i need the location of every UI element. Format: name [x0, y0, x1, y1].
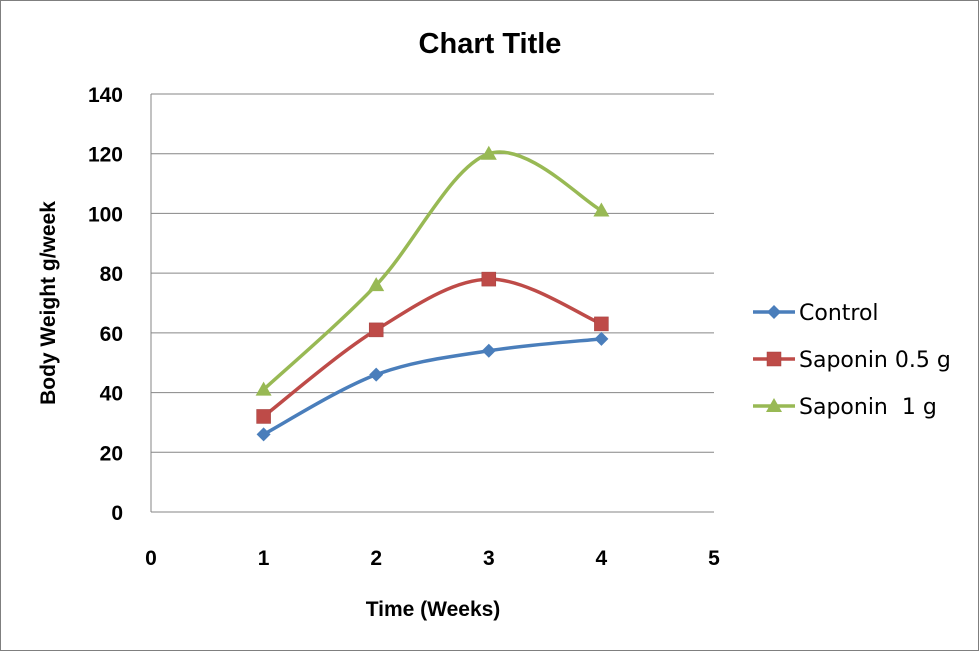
legend-label: Saponin 1 g — [799, 395, 937, 420]
data-point — [256, 409, 271, 424]
data-point — [481, 271, 497, 287]
legend-marker — [767, 305, 781, 319]
data-point — [368, 277, 385, 292]
x-tick-label: 5 — [708, 547, 720, 570]
x-tick-label: 1 — [258, 547, 270, 570]
y-tick-label: 20 — [100, 442, 123, 465]
x-tick-label: 2 — [370, 547, 382, 570]
y-tick-label: 60 — [100, 323, 123, 346]
legend[interactable]: Control Saponin 0.5 g Saponin 1 g — [753, 301, 951, 420]
x-tick-label: 0 — [145, 547, 157, 570]
x-tick-label: 4 — [596, 547, 608, 570]
legend-label: Control — [799, 301, 879, 326]
y-axis-label: Body Weight g/week — [37, 201, 60, 405]
x-axis-label: Time (Weeks) — [366, 598, 501, 621]
data-point — [593, 202, 610, 217]
series-3 — [255, 145, 610, 396]
data-point — [594, 316, 609, 332]
series-line — [261, 337, 604, 437]
legend-item[interactable]: Control — [753, 301, 879, 326]
legend-marker — [766, 398, 782, 412]
data-point — [368, 322, 384, 338]
y-tick-label: 80 — [100, 263, 123, 286]
data-point — [255, 381, 272, 396]
legend-item[interactable]: Saponin 1 g — [753, 395, 937, 420]
data-point — [481, 343, 496, 358]
series-line — [261, 150, 604, 392]
data-point — [594, 331, 609, 346]
data-point — [480, 145, 497, 160]
y-tick-label: 100 — [88, 203, 123, 226]
gridlines — [151, 93, 714, 453]
x-tick-label: 3 — [483, 547, 495, 570]
series-2 — [256, 271, 609, 424]
data-point — [256, 427, 271, 442]
y-tick-label: 40 — [100, 383, 123, 406]
y-tick-label: 0 — [111, 502, 123, 525]
y-tick-label: 140 — [88, 84, 123, 107]
data-point — [369, 367, 384, 382]
legend-marker — [766, 351, 782, 367]
chart-title: Chart Title — [419, 28, 562, 60]
y-tick-label: 120 — [88, 144, 123, 167]
series-1 — [256, 331, 609, 442]
series-line — [261, 277, 604, 419]
legend-item[interactable]: Saponin 0.5 g — [753, 348, 951, 373]
series-group — [255, 145, 610, 442]
legend-label: Saponin 0.5 g — [799, 348, 951, 373]
axes: 0 20 40 60 80 100 120 140 0 1 2 3 4 5 — [88, 84, 720, 570]
